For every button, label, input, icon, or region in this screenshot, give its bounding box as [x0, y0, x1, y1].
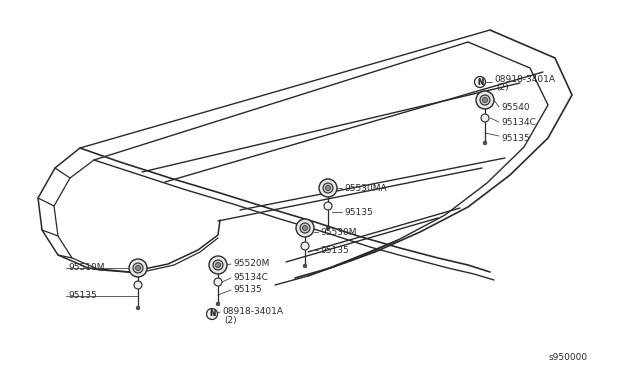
Circle shape — [474, 77, 486, 87]
Circle shape — [136, 266, 141, 270]
Text: 95520M: 95520M — [233, 260, 269, 269]
Circle shape — [214, 278, 222, 286]
Circle shape — [209, 256, 227, 274]
Circle shape — [216, 263, 221, 267]
Circle shape — [326, 226, 330, 230]
Circle shape — [216, 302, 220, 306]
Circle shape — [319, 179, 337, 197]
Text: 95135: 95135 — [68, 292, 97, 301]
Circle shape — [476, 91, 494, 109]
Circle shape — [483, 97, 488, 103]
Circle shape — [134, 281, 142, 289]
Text: 95134C: 95134C — [501, 118, 536, 126]
Text: N: N — [477, 79, 483, 85]
Text: N: N — [209, 311, 214, 317]
Text: 08918-3401A: 08918-3401A — [222, 308, 283, 317]
Circle shape — [133, 263, 143, 273]
Circle shape — [129, 259, 147, 277]
Circle shape — [207, 308, 218, 320]
Circle shape — [324, 202, 332, 210]
Circle shape — [301, 242, 309, 250]
Circle shape — [136, 306, 140, 310]
Circle shape — [480, 95, 490, 105]
Text: 95134C: 95134C — [233, 273, 268, 282]
Text: N: N — [209, 310, 215, 318]
Text: (2): (2) — [224, 315, 237, 324]
Text: s950000: s950000 — [549, 353, 588, 362]
Circle shape — [326, 186, 330, 190]
Circle shape — [481, 114, 489, 122]
Circle shape — [483, 141, 487, 145]
Text: 95135: 95135 — [344, 208, 372, 217]
Text: 95530MA: 95530MA — [344, 183, 387, 192]
Text: 95530M: 95530M — [320, 228, 356, 237]
Text: 95135: 95135 — [320, 246, 349, 254]
Text: 95510M: 95510M — [68, 263, 104, 273]
Text: 08918-3401A: 08918-3401A — [494, 74, 555, 83]
Circle shape — [323, 183, 333, 193]
Text: 95135: 95135 — [233, 285, 262, 295]
Text: 95540: 95540 — [501, 103, 530, 112]
Text: N: N — [477, 77, 483, 87]
Circle shape — [303, 264, 307, 268]
Circle shape — [303, 225, 307, 231]
Text: 95135: 95135 — [501, 134, 530, 142]
Text: (2): (2) — [496, 83, 509, 92]
Circle shape — [300, 223, 310, 233]
Circle shape — [213, 260, 223, 270]
Circle shape — [296, 219, 314, 237]
